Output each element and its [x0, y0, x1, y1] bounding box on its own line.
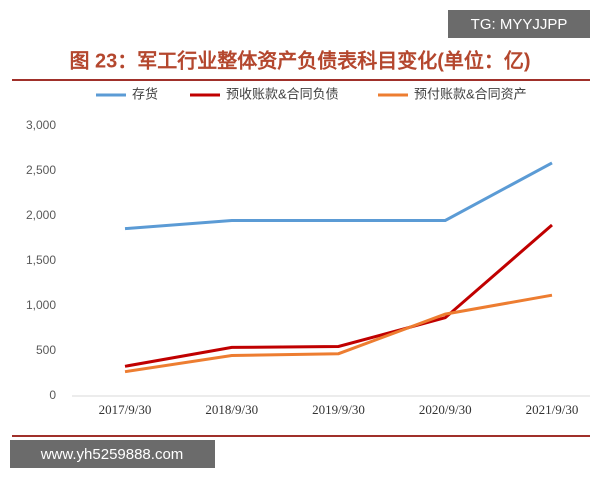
y-tick-label: 500: [36, 343, 56, 357]
series-line: [124, 161, 553, 231]
legend-label: 预付账款&合同资产: [414, 86, 527, 101]
watermark: www.yh5259888.com: [40, 446, 184, 463]
y-tick-label: 2,000: [26, 208, 56, 222]
x-tick-label: 2018/9/30: [205, 402, 258, 417]
watermark-box: [10, 440, 215, 468]
y-tick-label: 1,000: [26, 298, 56, 312]
watermark-box: [448, 10, 590, 38]
y-tick-label: 2,500: [26, 163, 56, 177]
y-tick-label: 1,500: [26, 253, 56, 267]
x-tick-label: 2020/9/30: [419, 402, 472, 417]
legend-label: 存货: [132, 86, 158, 101]
x-tick-label: 2019/9/30: [312, 402, 365, 417]
series-line: [124, 223, 553, 368]
watermark: TG: MYYJJPP: [471, 16, 568, 33]
legend-label: 预收账款&合同负债: [226, 86, 339, 101]
x-tick-label: 2017/9/30: [99, 402, 152, 417]
series-line: [124, 293, 553, 374]
y-tick-label: 3,000: [26, 118, 56, 132]
x-tick-label: 2021/9/30: [526, 402, 579, 417]
chart-title: 图 23：军工行业整体资产负债表科目变化(单位：亿): [69, 48, 530, 72]
y-tick-label: 0: [49, 388, 56, 402]
